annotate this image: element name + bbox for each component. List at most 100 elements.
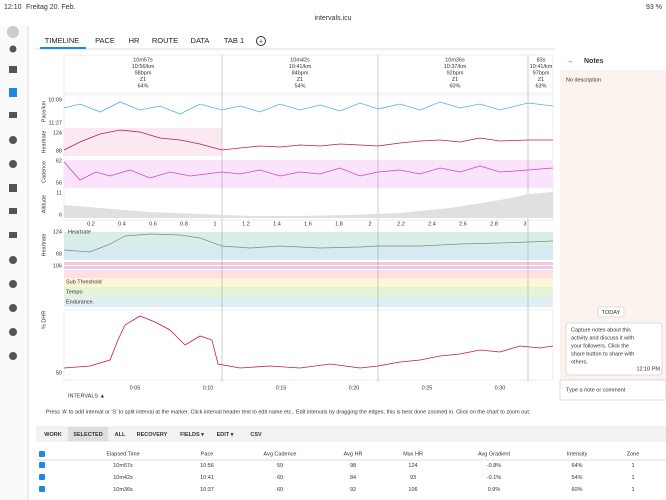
table-header: Avg Gradient [478,451,510,457]
table-header: Max HR [403,451,423,457]
y-tick-label: 11:27 [49,120,62,126]
y-tick-label: 68 [56,251,62,257]
analysis-icon[interactable] [9,232,17,238]
button[interactable]: WORK [44,432,61,438]
table-cell: 60 [277,475,283,481]
altitude-area [64,192,553,218]
interval-zone[interactable]: Z1 [452,77,458,83]
interval-dividers [221,55,529,382]
help-icon[interactable] [9,352,17,360]
button[interactable]: RECOVERY [137,432,168,438]
interval-time[interactable]: 83s [537,57,546,63]
table-cell: 10:56 [200,463,214,469]
interval-pace[interactable]: 10:37/km [444,64,467,70]
checkbox[interactable] [39,474,45,480]
distance-tick: 1.6 [304,221,312,227]
y-tick-label: 124 [53,229,62,235]
distance-tick: 3 [523,221,526,227]
button[interactable]: CSV [250,432,262,438]
interval-time[interactable]: 10m36s [445,57,465,63]
interval-intensity[interactable]: 64% [137,83,148,89]
table-header: Avg HR [344,451,363,457]
tab[interactable]: ROUTE [152,36,178,45]
traces-area [63,94,554,221]
chart-icon[interactable] [9,208,17,214]
fitness-icon[interactable] [9,136,17,144]
distance-tick: 2.4 [428,221,436,227]
table-cell: 64% [571,463,582,469]
interval-hr[interactable]: 98bpm [135,70,152,76]
interval-intensity[interactable]: 63% [535,83,546,89]
table-cell: 0.9% [488,487,501,493]
url: intervals.icu [315,15,352,22]
distance-tick: 0.4 [118,221,126,227]
distance-tick: 1.2 [242,221,250,227]
table-cell: 10m36s [113,487,133,493]
interval-time[interactable]: 10m57s [133,57,153,63]
y-tick-label: 62 [56,158,62,164]
tab[interactable]: HR [129,36,140,45]
search-icon[interactable] [9,45,17,53]
calendar-icon[interactable] [9,184,17,192]
y-tick-label: 56 [56,180,62,186]
tab[interactable]: DATA [191,36,210,45]
home-icon[interactable] [9,66,17,73]
settings-icon[interactable] [9,256,17,264]
activity-icon[interactable] [9,88,17,97]
plan-icon[interactable] [9,304,17,312]
table-cell: 54% [571,475,582,481]
interval-zone[interactable]: Z1 [538,77,544,83]
button[interactable]: FIELDS ▾ [180,432,205,438]
button[interactable]: EDIT ▾ [217,432,235,438]
note-input[interactable] [559,379,666,401]
interval-zone[interactable]: Z1 [140,77,146,83]
avatar[interactable] [7,26,19,38]
interval-zone[interactable]: Z1 [297,77,303,83]
interval-time[interactable]: 10m42s [290,57,310,63]
table-cell: 10m42s [113,475,133,481]
tab[interactable]: TIMELINE [45,36,80,45]
interval-hr[interactable]: 84bpm [292,70,309,76]
time-tick: 0:30 [495,385,506,391]
status-battery: 93 % [646,4,662,11]
button-bar [36,426,666,442]
distance-tick: 1 [213,221,216,227]
interval-hr[interactable]: 97bpm [533,70,550,76]
table-header: Intensity [567,451,588,457]
checkbox[interactable] [39,451,45,457]
table-cell: 10m57s [113,463,133,469]
trend-icon[interactable] [9,112,17,118]
discord-icon[interactable] [9,328,17,336]
distance-tick: 2 [368,221,371,227]
table-cell: 60% [571,487,582,493]
button[interactable]: ALL [115,432,126,438]
table-cell: 10:41 [200,475,214,481]
people-icon[interactable] [9,280,17,288]
selected-highlight [68,427,108,441]
interval-intensity[interactable]: 60% [449,83,460,89]
watch-icon[interactable] [9,160,17,168]
interval-intensity[interactable]: 54% [294,83,305,89]
tab[interactable]: PACE [95,36,115,45]
intervals-toggle[interactable]: INTERVALS ▲ [68,393,105,399]
notes-back[interactable]: → [566,58,573,65]
add-tab-plus: + [259,38,263,45]
panel-label: Heartrate [41,131,47,154]
table-header: Pace [201,451,214,457]
checkbox[interactable] [39,486,45,492]
interval-pace[interactable]: 10:41/km [530,64,553,70]
notes-description: No description [566,77,601,83]
tab[interactable]: TAB 1 [224,36,244,45]
interval-hr[interactable]: 92bpm [447,70,464,76]
status-date: Freitag 20. Feb. [26,4,75,11]
message-line: your followers. Click the [571,343,629,349]
checkbox[interactable] [39,462,45,468]
interval-pace[interactable]: 10:41/km [289,64,312,70]
panel-label: Cadence [41,161,47,183]
button[interactable]: SELECTED [73,432,102,438]
add-tab-button[interactable] [256,36,266,46]
table-cell: 92 [350,487,356,493]
message-bubble [565,322,663,376]
interval-pace[interactable]: 10:56/km [132,64,155,70]
